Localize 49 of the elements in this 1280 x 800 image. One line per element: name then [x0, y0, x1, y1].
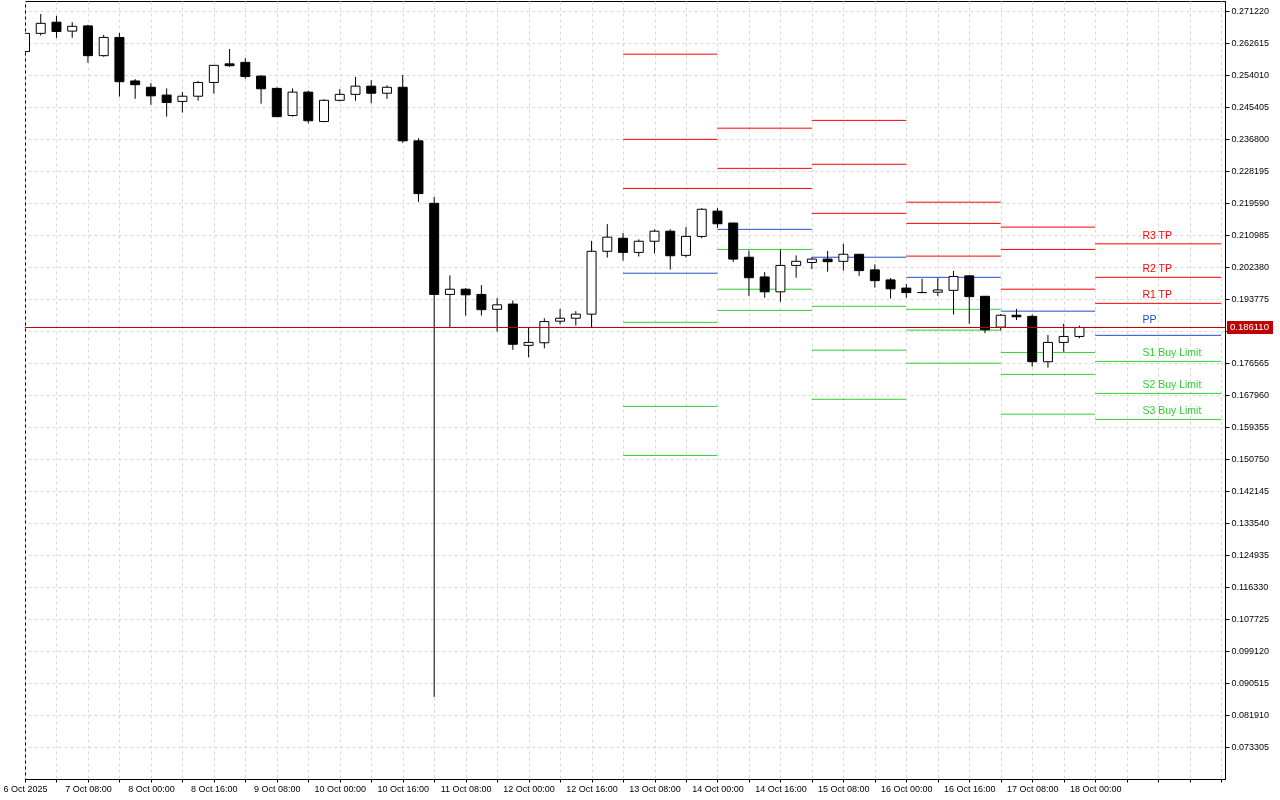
series-label: R2 TP: [1142, 262, 1172, 275]
series-label: R3 TP: [1142, 228, 1172, 241]
x-tick-label: 9 Oct 08:00: [254, 783, 301, 794]
x-tick-label: 16 Oct 00:00: [881, 783, 933, 794]
x-tick-label: 11 Oct 08:00: [440, 783, 492, 794]
y-tick-label: 0.176565: [1231, 358, 1270, 369]
series-label: PP: [1142, 313, 1157, 326]
y-tick-label: 0.236800: [1231, 134, 1270, 145]
y-tick-label: 0.167960: [1231, 390, 1270, 401]
x-tick-label: 13 Oct 08:00: [629, 783, 681, 794]
x-tick-label: 18 Oct 00:00: [1069, 783, 1122, 794]
y-tick-label: 0.271220: [1231, 6, 1270, 17]
y-tick-label: 0.142145: [1231, 486, 1270, 497]
x-tick-label: 12 Oct 16:00: [566, 783, 618, 794]
x-tick-label: 10 Oct 00:00: [314, 783, 367, 794]
y-tick-label: 0.107725: [1231, 614, 1270, 625]
x-tick-label: 17 Oct 08:00: [1006, 783, 1059, 794]
x-tick-label: 16 Oct 16:00: [943, 783, 996, 794]
y-tick-label: 0.219590: [1231, 198, 1270, 209]
series-label: S1 Buy Limit: [1142, 346, 1202, 359]
ref-line-label: 0.186110: [1230, 321, 1269, 333]
x-tick-label: 12 Oct 00:00: [503, 783, 555, 794]
y-tick-label: 0.124935: [1231, 550, 1270, 561]
y-tick-label: 0.090515: [1231, 678, 1270, 689]
x-tick-label: 8 Oct 00:00: [128, 783, 175, 794]
y-tick-label: 0.254010: [1231, 70, 1270, 81]
x-tick-label: 6 Oct 2025: [3, 783, 48, 794]
y-tick-label: 0.159355: [1231, 422, 1270, 433]
x-tick-label: 7 Oct 08:00: [65, 783, 112, 794]
y-tick-label: 0.245405: [1231, 102, 1270, 113]
y-tick-label: 0.210985: [1231, 230, 1270, 241]
series-label: S3 Buy Limit: [1142, 404, 1202, 417]
x-tick-label: 10 Oct 16:00: [377, 783, 429, 794]
y-tick-label: 0.073305: [1231, 742, 1270, 753]
series-label: R1 TP: [1142, 288, 1172, 301]
x-tick-label: 14 Oct 16:00: [755, 783, 807, 794]
y-tick-label: 0.202380: [1231, 262, 1270, 273]
x-tick-label: 15 Oct 08:00: [818, 783, 870, 794]
y-tick-label: 0.099120: [1231, 646, 1270, 657]
y-tick-label: 0.262615: [1231, 38, 1270, 49]
y-tick-label: 0.228195: [1231, 166, 1270, 177]
y-tick-label: 0.150750: [1231, 454, 1270, 465]
y-tick-label: 0.193775: [1231, 294, 1270, 305]
x-tick-label: 8 Oct 16:00: [191, 783, 238, 794]
y-tick-label: 0.081910: [1231, 710, 1270, 721]
y-tick-label: 0.116330: [1231, 582, 1269, 593]
series-label: S2 Buy Limit: [1142, 378, 1202, 391]
x-tick-label: 14 Oct 00:00: [692, 783, 744, 794]
y-tick-label: 0.133540: [1231, 518, 1270, 529]
